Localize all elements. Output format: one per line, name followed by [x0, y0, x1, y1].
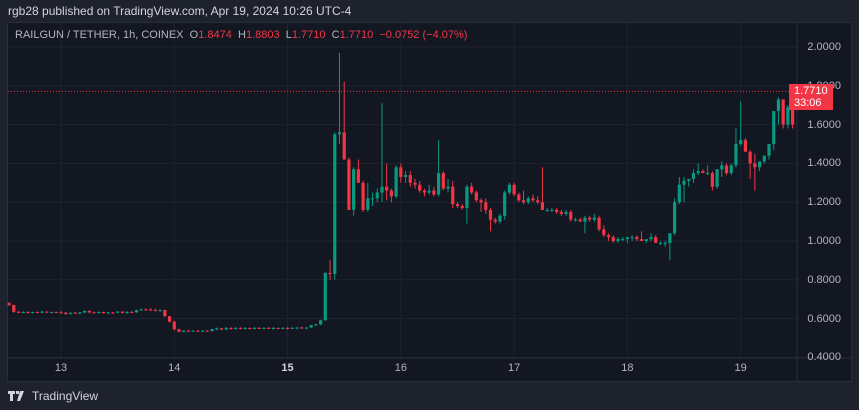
symbol-label[interactable]: RAILGUN / TETHER, 1h, COINEX: [15, 29, 184, 41]
tradingview-logo-icon: [8, 391, 24, 401]
time-tick: 13: [54, 362, 68, 374]
brand-name: TradingView: [32, 389, 99, 403]
open-label: O: [189, 29, 199, 41]
change-value: −0.0752 (−4.07%): [379, 29, 468, 41]
price-tick: 2.0000: [807, 41, 841, 53]
time-tick: 14: [168, 362, 181, 374]
price-tick: 0.4000: [807, 351, 841, 364]
price-tick: 1.0000: [807, 235, 841, 247]
time-tick: 16: [394, 362, 407, 374]
low-label: L: [285, 29, 292, 41]
price-tick: 0.8000: [807, 273, 841, 286]
time-tick: 15: [281, 362, 294, 374]
price-tick: 1.2000: [807, 196, 841, 209]
time-tick: 18: [621, 362, 634, 374]
close-label: C: [331, 29, 340, 41]
time-tick: 19: [734, 362, 747, 374]
tradingview-brand[interactable]: TradingView: [8, 389, 98, 403]
low-value: 1.7710: [291, 29, 326, 41]
open-value: 1.8474: [198, 29, 232, 41]
price-tick: 0.6000: [807, 312, 841, 325]
price-tick: 1.6000: [807, 118, 841, 131]
ohlc-legend: RAILGUN / TETHER, 1h, COINEX O1.8474 H1.…: [15, 29, 467, 41]
time-tick: 17: [507, 362, 521, 374]
high-value: 1.8803: [245, 29, 280, 41]
bar-countdown: 33:06: [794, 97, 822, 109]
published-info: rgb28 published on TradingView.com, Apr …: [8, 4, 352, 18]
last-price-value: 1.7710: [794, 85, 828, 97]
last-price-label: 1.7710 33:06: [789, 84, 833, 110]
price-tick: 1.4000: [807, 157, 841, 170]
high-label: H: [237, 29, 246, 41]
close-value: 1.7710: [339, 29, 374, 41]
